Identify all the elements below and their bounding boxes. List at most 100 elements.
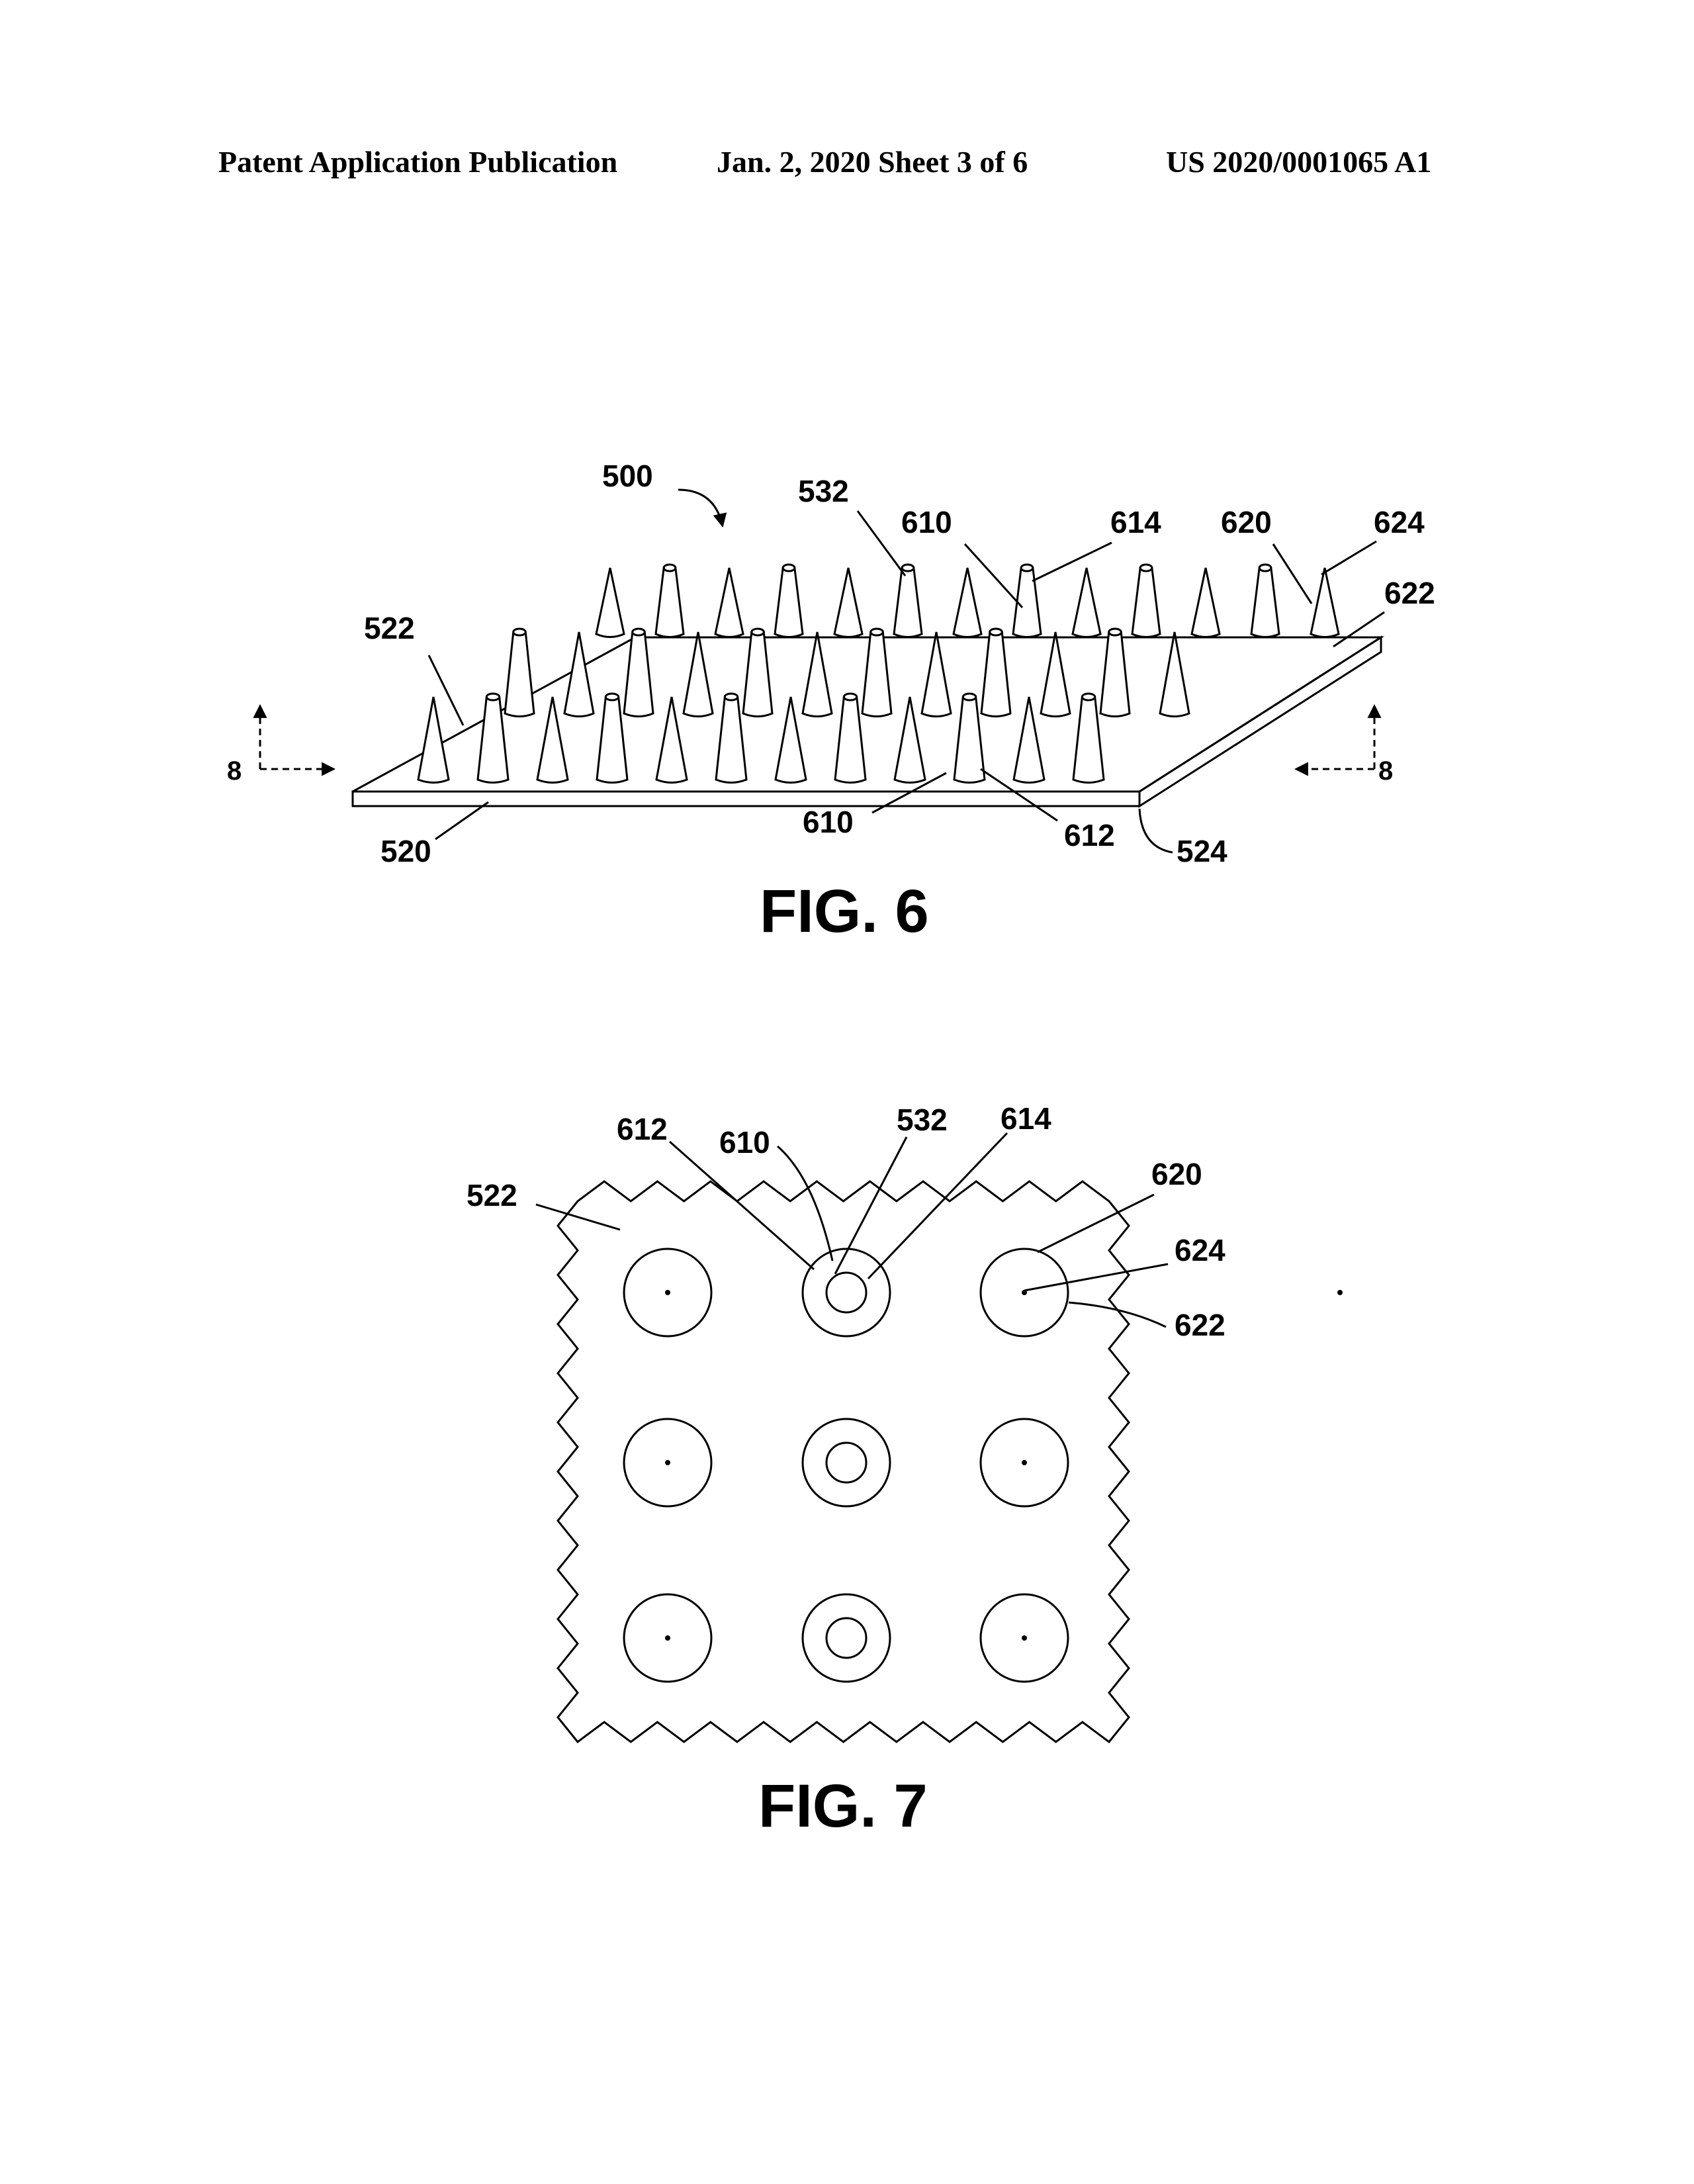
fig6-section-marker-right: 8 (1294, 704, 1393, 786)
fig6-label-524: 524 (1177, 834, 1227, 868)
fig6-leader-524 (1138, 808, 1173, 854)
sharp-needle (417, 696, 450, 784)
blunt-needle (1131, 563, 1161, 638)
sharp-needle (1071, 567, 1102, 638)
header-date-sheet: Jan. 2, 2020 Sheet 3 of 6 (717, 145, 1028, 179)
fig7-needle-grid (623, 1248, 1069, 1683)
fig7-label-612: 612 (617, 1112, 668, 1146)
sharp-needle (1190, 567, 1221, 638)
sharp-needle (536, 696, 569, 784)
sharp-needle (1310, 567, 1340, 638)
blunt-needle (742, 627, 774, 717)
blunt-needle (953, 692, 986, 784)
fig7-leader-532 (834, 1136, 908, 1275)
blunt-needle (1250, 563, 1280, 638)
header-patent-number: US 2020/0001065 A1 (1166, 145, 1432, 179)
fig7-leader-614 (867, 1132, 1008, 1280)
fig6-label-624: 624 (1374, 505, 1425, 539)
sharp-needle-top-view (623, 1418, 713, 1508)
blunt-needle (654, 563, 685, 638)
sharp-needle-top-view (979, 1593, 1069, 1683)
blunt-needle (893, 563, 923, 638)
sharp-needle (595, 567, 625, 638)
sharp-needle (682, 631, 714, 717)
blunt-needle (715, 692, 748, 784)
blunt-needle (504, 627, 535, 717)
sharp-needle (1012, 696, 1046, 784)
fig6-leader-612 (980, 768, 1058, 822)
sharp-needle (655, 696, 688, 784)
fig6-drawing: 8 8 500 532 610 614 620 624 622 522 (227, 459, 1435, 945)
fig7-leader-612 (669, 1140, 815, 1271)
blunt-needle (1099, 627, 1131, 717)
fig7-leader-624 (1024, 1263, 1169, 1292)
sharp-needle (801, 631, 833, 717)
blunt-needle (1012, 563, 1042, 638)
header-publication-type: Patent Application Publication (218, 145, 618, 179)
fig6-leader-610-top (963, 543, 1024, 609)
fig7-substrate-outline (557, 1180, 1130, 1744)
fig7-leader-522 (535, 1203, 621, 1231)
sharp-needle (893, 696, 926, 784)
fig7-label-624: 624 (1175, 1233, 1226, 1267)
sharp-needle (1040, 631, 1071, 717)
fig6-section-label-left: 8 (227, 756, 242, 786)
fig6-substrate-front (351, 790, 1141, 807)
fig7-leader-620 (1037, 1193, 1155, 1253)
fig6-label-610-bottom: 610 (803, 805, 854, 839)
fig6-leader-614 (1032, 541, 1112, 582)
sharp-needle-top-view (623, 1248, 713, 1338)
fig7-caption: FIG. 7 (758, 1772, 928, 1840)
fig6-label-620: 620 (1221, 505, 1272, 539)
fig6-label-614: 614 (1110, 505, 1161, 539)
sharp-needle (833, 567, 864, 638)
fig7-drawing: 612 610 532 614 620 522 624 622 FIG. 7 (467, 1101, 1343, 1840)
blunt-needle (596, 692, 629, 784)
fig6-label-622: 622 (1384, 576, 1435, 610)
sharp-needle-top-view (623, 1593, 713, 1683)
fig6-label-520: 520 (380, 834, 431, 868)
fig6-leader-622 (1333, 611, 1385, 648)
blunt-needle (1072, 692, 1105, 784)
fig6-microneedle-array (417, 563, 1340, 784)
fig6-label-500: 500 (602, 459, 653, 493)
blunt-needle-top-view (801, 1593, 891, 1683)
fig7-label-610: 610 (719, 1125, 770, 1160)
sharp-needle (714, 567, 744, 638)
stray-dot (1337, 1290, 1343, 1295)
fig6-leader-522 (427, 655, 465, 726)
fig6-section-marker-left: 8 (227, 704, 336, 786)
fig6-caption: FIG. 6 (760, 878, 929, 945)
blunt-needle (774, 563, 804, 638)
sharp-needle (774, 696, 807, 784)
fig7-label-522: 522 (467, 1178, 517, 1212)
fig6-substrate-side (1138, 635, 1382, 808)
fig6-label-522: 522 (364, 611, 415, 645)
sharp-needle (563, 631, 595, 717)
fig7-label-622: 622 (1175, 1308, 1226, 1342)
fig6-label-610-top: 610 (901, 505, 952, 539)
blunt-needle (623, 627, 654, 717)
sharp-needle (1159, 631, 1190, 717)
blunt-needle (980, 627, 1012, 717)
fig6-leader-532 (856, 510, 907, 576)
fig7-label-614: 614 (1001, 1101, 1051, 1136)
fig7-leader-622 (1068, 1301, 1167, 1328)
blunt-needle (861, 627, 893, 717)
fig6-leader-624 (1321, 540, 1377, 576)
fig6-leader-620 (1272, 543, 1313, 604)
sharp-needle (952, 567, 983, 638)
fig6-leader-610-bottom (871, 772, 947, 814)
blunt-needle-top-view (801, 1248, 891, 1338)
fig7-leader-610 (777, 1145, 834, 1261)
sharp-needle-top-view (979, 1418, 1069, 1508)
fig6-label-532: 532 (798, 474, 849, 508)
fig7-label-532: 532 (897, 1103, 948, 1137)
blunt-needle (834, 692, 867, 784)
fig6-label-612: 612 (1064, 818, 1115, 852)
blunt-needle (476, 692, 510, 784)
fig6-leader-520 (435, 801, 489, 841)
fig6-section-label-right: 8 (1378, 756, 1393, 786)
